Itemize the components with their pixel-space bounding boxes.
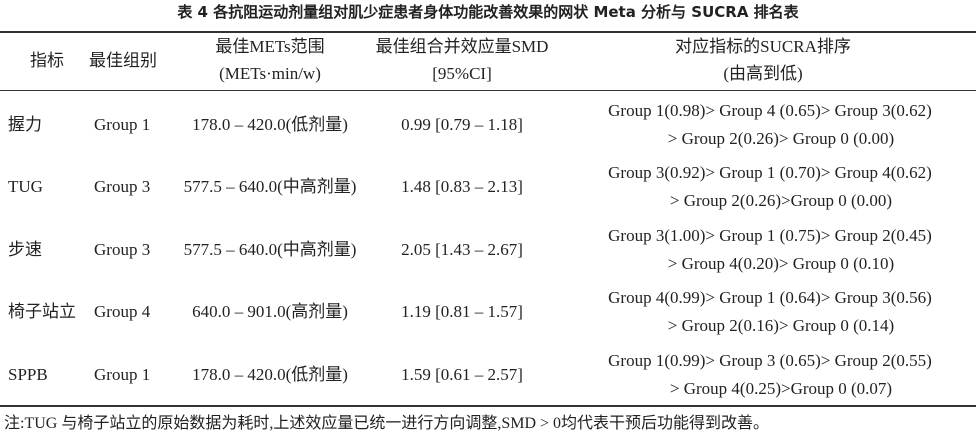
indicator: 握力 [8,115,42,134]
mets-range: 577.5 – 640.0(中高剂量) [183,240,357,259]
indicator: TUG [8,177,43,196]
smd: 0.99 [0.79 – 1.18] [401,115,523,134]
smd: 1.59 [0.61 – 2.57] [401,365,523,384]
mets-range: 178.0 – 420.0(低剂量) [192,115,348,134]
column-header: 最佳组别 [89,51,157,70]
best-group: Group 3 [94,240,151,259]
indicator: 步速 [8,240,42,259]
smd: 1.19 [0.81 – 1.57] [401,302,523,321]
sucra-ranking: > Group 2(0.26)> Group 0 (0.00) [667,129,895,148]
mets-range: 640.0 – 901.0(高剂量) [192,302,348,321]
header-rule [0,90,976,91]
best-group: Group 1 [94,365,151,384]
smd: 2.05 [1.43 – 2.67] [401,240,523,259]
indicator: 椅子站立 [8,302,76,321]
sucra-ranking: Group 3(0.92)> Group 1 (0.70)> Group 4(0… [608,163,932,182]
best-group: Group 3 [94,177,151,196]
table-title: 表 4 各抗阻运动剂量组对肌少症患者身体功能改善效果的网状 Meta 分析与 S… [177,3,799,21]
column-header: (由高到低) [723,64,803,83]
table-note: 注:TUG 与椅子站立的原始数据为耗时,上述效应量已统一进行方向调整,SMD >… [4,415,770,432]
column-header: 最佳组合并效应量SMD [375,37,549,56]
mets-range: 577.5 – 640.0(中高剂量) [183,177,357,196]
smd: 1.48 [0.83 – 2.13] [401,177,523,196]
column-header: 对应指标的SUCRA排序 [675,37,851,56]
indicator: SPPB [8,365,48,384]
column-header: 指标 [30,51,64,70]
bottom-rule [0,405,976,407]
sucra-ranking: Group 1(0.98)> Group 4 (0.65)> Group 3(0… [608,101,932,120]
sucra-ranking: Group 1(0.99)> Group 3 (0.65)> Group 2(0… [608,351,932,370]
sucra-ranking: Group 3(1.00)> Group 1 (0.75)> Group 2(0… [608,226,932,245]
sucra-ranking: > Group 4(0.25)>Group 0 (0.07) [669,379,893,398]
column-header: (METs·min/w) [219,64,321,83]
sucra-ranking: > Group 2(0.26)>Group 0 (0.00) [669,191,893,210]
column-header: 最佳METs范围 [215,37,325,56]
sucra-ranking: > Group 2(0.16)> Group 0 (0.14) [667,316,895,335]
column-header: [95%CI] [432,64,492,83]
mets-range: 178.0 – 420.0(低剂量) [192,365,348,384]
top-rule [0,31,976,33]
sucra-ranking: Group 4(0.99)> Group 1 (0.64)> Group 3(0… [608,288,932,307]
best-group: Group 4 [94,302,151,321]
best-group: Group 1 [94,115,151,134]
sucra-ranking: > Group 4(0.20)> Group 0 (0.10) [667,254,895,273]
